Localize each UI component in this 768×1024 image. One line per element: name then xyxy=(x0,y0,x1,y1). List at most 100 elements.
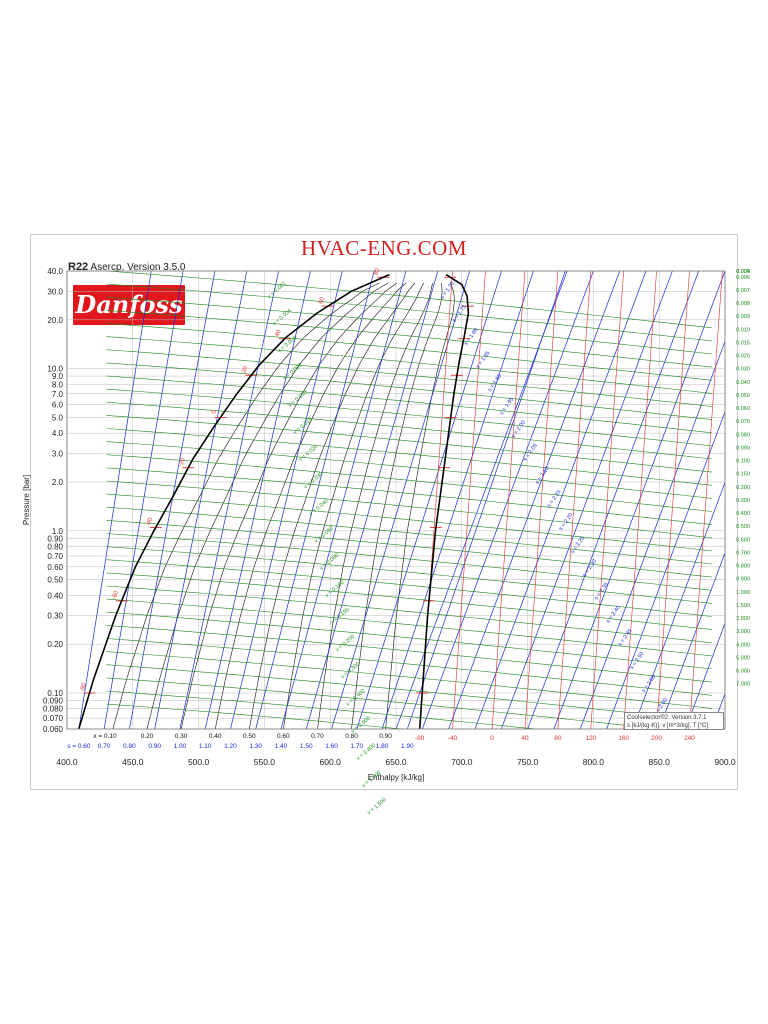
isochore-line xyxy=(106,520,712,578)
volume-label: 0.004 xyxy=(736,269,750,275)
volume-label: 0.020 xyxy=(736,354,750,360)
isotherm-line xyxy=(656,271,690,729)
quality-label: 0.90 xyxy=(379,733,392,740)
isentrope-line xyxy=(305,271,439,729)
entropy-vapor-label: s = 2.40 xyxy=(606,605,622,625)
x-tick-label: 650.0 xyxy=(385,757,407,767)
quality-label: 0.60 xyxy=(277,733,290,740)
isochore-line xyxy=(106,533,712,591)
temperature-label: 120 xyxy=(585,735,596,742)
entropy-vapor-label: s = 2.15 xyxy=(546,489,562,509)
entropy-label: 1.00 xyxy=(174,743,187,750)
watermark-title: HVAC-ENG.COM xyxy=(300,236,468,260)
y-tick-label: 20.0 xyxy=(47,316,63,325)
isochore-line xyxy=(106,651,712,709)
entropy-label: 1.80 xyxy=(376,743,389,750)
entropy-label: 1.50 xyxy=(300,743,313,750)
isochore-line xyxy=(106,546,712,604)
isochore-line xyxy=(106,467,712,525)
entropy-label: 0.80 xyxy=(123,743,136,750)
isotherm-line xyxy=(524,271,559,729)
volume-label: 7.000 xyxy=(736,682,750,688)
y-tick-label: 0.70 xyxy=(47,552,63,561)
volume-dome-label: v = 0.040 xyxy=(308,498,329,517)
volume-label: 0.300 xyxy=(736,498,750,504)
volume-label: 0.010 xyxy=(736,327,750,333)
isentrope-vapor-line xyxy=(606,410,725,729)
isotherm-line xyxy=(557,271,592,729)
axes: 400.0 450.0 500.0 550.0 600.0 650.0 700.0 750.0… xyxy=(22,267,736,782)
y-tick-label: 2.0 xyxy=(52,478,64,487)
isochore-line xyxy=(106,480,712,539)
volume-label: 0.015 xyxy=(736,340,750,346)
saturated-vapor-line xyxy=(418,273,470,729)
saturation-dome xyxy=(78,273,474,729)
entropy-label: 1.30 xyxy=(249,743,262,750)
x-tick-label: 500.0 xyxy=(188,757,210,767)
plot-border xyxy=(66,270,726,730)
isentrope-line xyxy=(280,271,407,729)
volume-label: 0.005 xyxy=(736,269,750,275)
volume-label: 0.900 xyxy=(736,577,750,583)
isochore-line xyxy=(106,415,712,473)
quality-line xyxy=(112,282,380,729)
x-axis-label: Enthalpy [kJ/kg] xyxy=(368,773,424,782)
isochore-line xyxy=(106,703,406,729)
isentrope-vapor-line xyxy=(500,271,673,729)
y-tick-label: 7.0 xyxy=(52,390,64,399)
temperature-dome-label: -80 xyxy=(79,682,88,693)
volume-label: 0.080 xyxy=(736,432,750,438)
isochore-line xyxy=(106,401,712,460)
volume-label: 3.000 xyxy=(736,629,750,635)
y-tick-label: 3.0 xyxy=(52,449,64,458)
entropy-label: 1.20 xyxy=(224,743,237,750)
volume-dome-label: v = 0.080 xyxy=(319,553,340,572)
y-tick-label: 40.0 xyxy=(47,267,63,276)
temperature-label: 160 xyxy=(618,735,629,742)
volume-dome-label: v = 0.600 xyxy=(350,716,371,735)
quality-label: 0.80 xyxy=(345,733,358,740)
volume-label: 0.090 xyxy=(736,445,750,451)
isentrope-line xyxy=(78,271,152,729)
isochore-line xyxy=(106,388,712,447)
volume-label: 0.200 xyxy=(736,485,750,491)
isentrope-vapor-line xyxy=(474,271,647,729)
isochore-line xyxy=(106,638,712,696)
isentrope-vapor-line xyxy=(685,622,725,729)
grid-lines xyxy=(66,270,726,730)
entropy-label: s = 0.60 xyxy=(67,743,91,750)
isochore-line xyxy=(106,572,712,630)
refrigerant-name: R22 xyxy=(68,261,89,273)
isentrope-line xyxy=(230,271,343,729)
x-tick-label: 700.0 xyxy=(451,757,473,767)
isochore-line xyxy=(106,506,712,565)
temperature-label: 40 xyxy=(521,735,529,742)
isentrope-line xyxy=(331,271,471,729)
isotherm-line xyxy=(452,271,486,729)
y-tick-label: 0.50 xyxy=(47,576,63,585)
volume-label: 0.006 xyxy=(736,275,750,281)
temperature-dome-label: -40 xyxy=(146,516,155,527)
quality-label: 0.50 xyxy=(243,733,256,740)
y-tick-label: 5.0 xyxy=(52,413,64,422)
volume-label: 1.000 xyxy=(736,590,750,596)
volume-label: 0.060 xyxy=(736,406,750,412)
quality-line xyxy=(385,282,455,729)
volume-label: 0.700 xyxy=(736,550,750,556)
y-tick-label: 30.0 xyxy=(47,287,63,296)
volume-label: 2.000 xyxy=(736,616,750,622)
temperature-dome-label: 0 xyxy=(211,409,218,415)
quality-label: 0.70 xyxy=(311,733,324,740)
volume-label: 0.800 xyxy=(736,564,750,570)
volume-label: 0.070 xyxy=(736,419,750,425)
volume-label: 0.008 xyxy=(736,301,750,307)
isochore-line xyxy=(106,310,712,368)
volume-label: 6.000 xyxy=(736,669,750,675)
isochore-line xyxy=(106,428,712,486)
y-tick-label: 0.80 xyxy=(47,543,63,552)
isochore-line xyxy=(106,375,712,434)
logo-text: Danfoss xyxy=(75,290,183,319)
y-tick-label: 4.0 xyxy=(52,429,64,438)
y-tick-label: 6.0 xyxy=(52,401,64,410)
